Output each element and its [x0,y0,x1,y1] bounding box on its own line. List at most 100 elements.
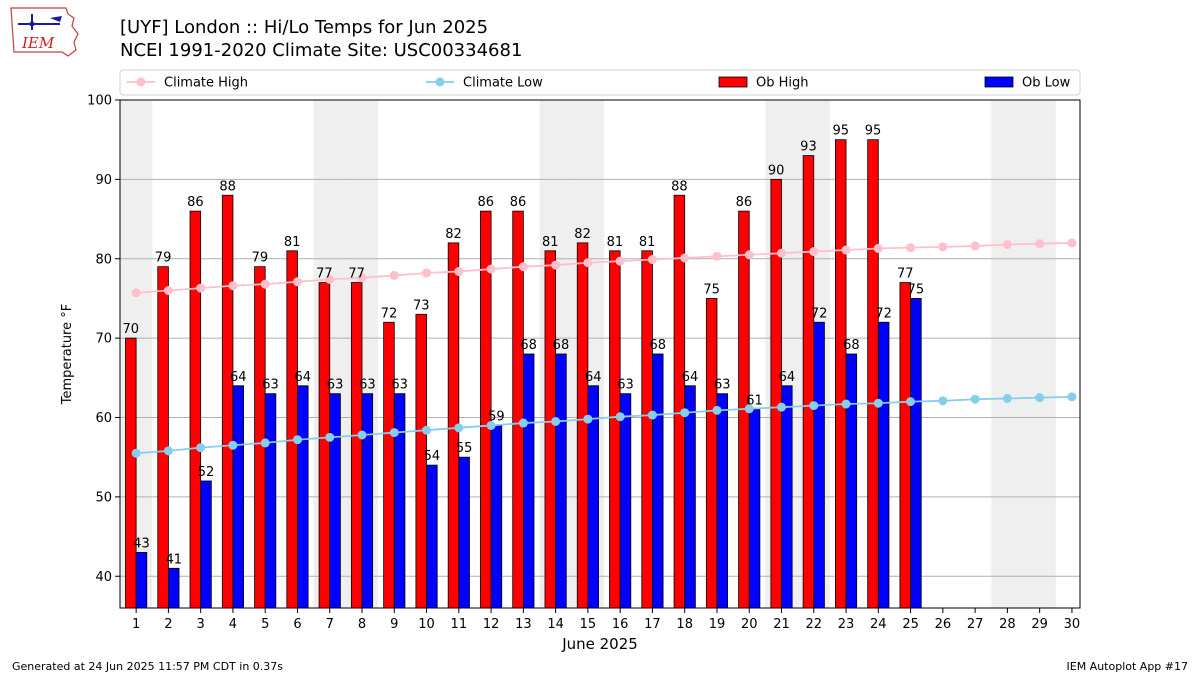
climate-low-line [136,395,1072,455]
climate-high-point-day-26 [938,242,948,252]
climate-high-point-day-15 [583,258,593,268]
ob-low-bar-day-20 [748,409,761,609]
ob-low-label-day-22: 72 [811,306,828,321]
weekend-band-day-28 [991,100,1024,608]
climate-high-point-day-6 [292,277,302,287]
ob-high-label-day-24: 95 [865,124,882,139]
legend-ob-low-label: Ob Low [1022,76,1071,91]
climate-high-point-day-30 [1067,238,1077,248]
ob-low-bar-day-3 [200,480,212,609]
legend-climate-high-label: Climate High [164,76,248,91]
climate-high-point-day-17 [647,255,657,265]
ob-high-bar-day-9 [383,321,395,609]
climate-low-point-day-4 [228,440,238,450]
ob-low-label-day-11: 55 [456,441,473,456]
x-axis-label: June 2025 [561,635,638,653]
ob-high-label-day-12: 86 [477,195,494,210]
climate-high-line [136,241,1072,294]
climate-low-point-day-14 [551,416,561,426]
x-tick-label-13: 13 [515,617,532,632]
climate-low-point-day-22 [809,401,819,411]
ob-low-label-day-2: 41 [165,552,182,567]
svg-text:IEM: IEM [21,34,55,52]
climate-low-point-day-7 [325,432,335,442]
ob-high-label-day-15: 82 [574,227,591,242]
ob-low-bar-day-18 [684,385,696,609]
y-tick-label-90: 90 [95,173,112,188]
x-tick-label-10: 10 [418,617,435,632]
x-tick-label-21: 21 [773,617,790,632]
x-tick-label-2: 2 [164,617,172,632]
climate-high-point-day-2 [163,286,173,295]
ob-low-label-day-3: 52 [198,465,215,480]
climate-high-point-day-1 [131,288,141,298]
x-tick-label-14: 14 [547,617,564,632]
climate-high-point-day-27 [970,241,980,251]
ob-high-bar-day-15 [576,242,589,609]
chart-subtitle: NCEI 1991-2020 Climate Site: USC00334681 [120,40,523,61]
ob-high-label-day-10: 73 [413,298,430,313]
ob-low-bar-day-13 [522,353,535,609]
y-tick-label-50: 50 [95,490,112,505]
x-tick-label-8: 8 [358,617,366,632]
ob-low-label-day-6: 64 [295,370,312,385]
ob-high-bar-day-5 [254,266,266,609]
ob-low-bar-day-12 [490,425,503,609]
x-tick-label-18: 18 [676,617,693,632]
x-tick-label-9: 9 [390,617,398,632]
ob-high-label-day-25: 77 [897,267,914,282]
climate-high-point-day-18 [680,253,690,263]
climate-high-point-day-24 [873,243,883,253]
ob-high-bar-day-1 [125,337,137,609]
ob-high-bar-day-23 [835,139,847,609]
ob-high-label-day-22: 93 [800,140,817,155]
legend-climate-low-marker [435,77,445,87]
ob-low-label-day-13: 68 [520,338,537,353]
ob-high-label-day-7: 77 [316,267,333,282]
ob-low-bar-day-8 [361,393,374,609]
climate-high-point-day-25 [906,243,916,253]
ob-high-label-day-3: 86 [187,195,204,210]
climate-low-point-day-11 [454,423,464,433]
x-tick-label-24: 24 [870,617,887,632]
data-labels: 70 79 86 88 79 81 77 77 72 73 82 86 86 81 82 81 81 88 75 86… [123,124,925,568]
ob-low-bar-day-16 [619,393,632,609]
climate-high-point-day-21 [777,248,787,258]
ob-low-label-day-10: 54 [424,449,441,464]
ob-high-label-day-9: 72 [381,306,398,321]
climate-low-point-day-6 [292,435,302,445]
ob-low-label-day-16: 63 [617,378,634,393]
climate-low-point-day-26 [938,396,948,406]
ob-high-label-day-19: 75 [703,282,720,297]
ob-low-label-day-1: 43 [133,536,150,551]
climate-low-point-day-3 [196,443,206,453]
climate-high-point-day-8 [357,273,367,283]
ob-high-bar-day-22 [802,155,815,609]
climate-low-point-day-1 [131,448,141,458]
ob-high-label-day-8: 77 [348,267,365,282]
ob-high-label-day-11: 82 [445,227,462,242]
legend: Climate High Climate Low Ob High Ob Low [119,69,1081,96]
ob-low-label-day-9: 63 [391,378,408,393]
ob-low-label-day-25: 75 [908,282,925,297]
climate-low-point-day-8 [357,430,367,440]
ob-high-label-day-16: 81 [607,235,624,250]
x-tick-label-16: 16 [612,617,629,632]
ob-high-label-day-21: 90 [768,163,785,178]
climate-low-point-day-30 [1067,392,1077,402]
ob-high-label-day-18: 88 [671,179,688,194]
x-axis: 1 2 3 4 5 6 7 8 9 10 11 12 13 14 15 16 17 18 19 20 21 22 23 24 2… [132,608,1080,632]
climate-low-point-day-27 [970,394,980,404]
legend-climate-low-label: Climate Low [463,76,543,91]
ob-high-bar-day-4 [221,194,234,609]
legend-ob-high-swatch [718,76,748,88]
ob-low-bar-day-6 [297,385,309,609]
ob-low-bar-day-14 [555,353,567,609]
legend-ob-high-label: Ob High [756,76,809,91]
ob-high-bar-day-3 [189,210,202,609]
ob-low-label-day-18: 64 [682,370,699,385]
x-tick-label-29: 29 [1031,617,1048,632]
x-tick-label-12: 12 [483,617,500,632]
climate-high-point-day-4 [228,281,238,291]
